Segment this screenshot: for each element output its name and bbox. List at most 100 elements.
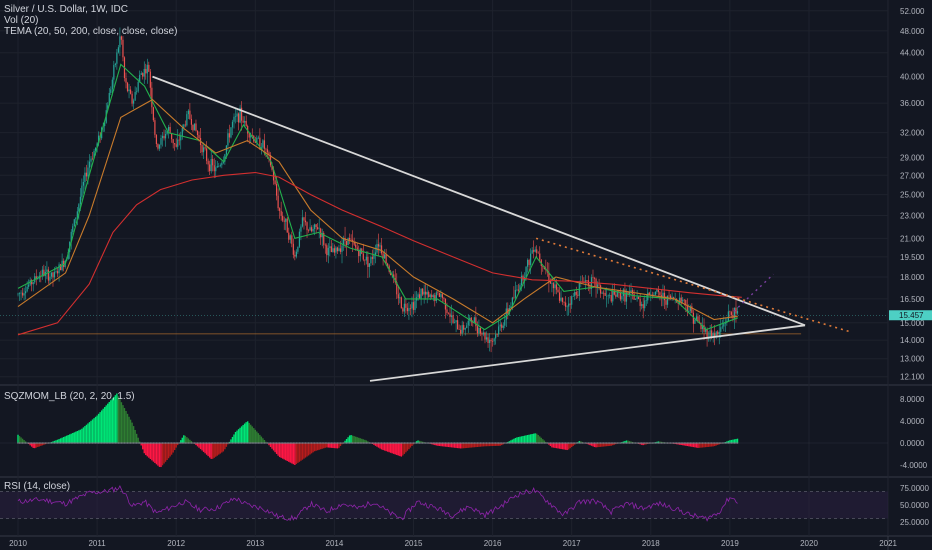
sqz-bar (449, 443, 451, 448)
sqz-bar (351, 435, 354, 443)
candle-body (680, 297, 682, 302)
descending-trendline[interactable] (152, 75, 806, 327)
sqz-bar (571, 443, 573, 448)
sqz-bar (519, 436, 521, 443)
sqz-dot (87, 442, 89, 444)
sqz-dot (99, 442, 101, 444)
sqz-bar (69, 434, 71, 443)
rsi-pane[interactable] (0, 484, 888, 522)
sqz-dot (350, 442, 352, 444)
sqz-dot (216, 442, 219, 444)
sqz-dot (144, 442, 147, 444)
sqz-bar (29, 443, 31, 446)
sqz-bar (43, 443, 45, 445)
symbol-title[interactable]: Silver / U.S. Dollar, 1W, IDC (4, 4, 128, 15)
sqz-dot (379, 442, 381, 444)
sqz-dot (423, 442, 425, 444)
sqz-dot (405, 442, 407, 444)
sqz-dot (618, 442, 620, 444)
sqz-dot (456, 442, 459, 444)
sqz-label[interactable]: SQZMOM_LB (20, 2, 20, 1.5) (4, 391, 135, 402)
sqz-dot (186, 442, 188, 444)
candle-body (542, 265, 544, 267)
candle-body (285, 218, 287, 222)
price-axis[interactable]: 52.000 48.000 44.000 40.000 36.000 32.000 29.0… (889, 7, 932, 527)
sqz-bar (494, 443, 497, 446)
candle-body (87, 167, 89, 177)
candle-body (178, 139, 180, 141)
candle-body (119, 36, 121, 48)
sqz-dot (546, 442, 549, 444)
candle-body (234, 116, 237, 118)
candle-body (438, 292, 440, 297)
sqz-dot (640, 442, 643, 444)
sqz-bar (481, 443, 483, 447)
volume-label[interactable]: Vol (20) (4, 15, 39, 26)
candle-body (496, 334, 498, 336)
squeeze-momentum-pane[interactable] (0, 393, 888, 468)
sqz-dot (391, 442, 394, 444)
sqz-bar (703, 443, 705, 448)
sqz-dot (716, 442, 719, 444)
tema-line-200[interactable] (17, 171, 742, 336)
time-axis[interactable]: 2010 2011 2012 2013 2014 2015 2016 2017 2018 2019… (9, 539, 897, 548)
sqz-dot (586, 442, 588, 444)
candle-body (460, 329, 462, 334)
sqz-bar (484, 443, 486, 447)
sqz-bar (183, 435, 185, 443)
sqz-dot (274, 442, 276, 444)
dotted-trendline[interactable] (535, 237, 849, 333)
tema-line-50[interactable] (17, 98, 738, 324)
sqz-bar (237, 429, 240, 443)
sqz-bar (96, 415, 98, 443)
sqz-dot (300, 442, 302, 444)
sqz-bar (540, 437, 542, 443)
sqz-dot (111, 442, 114, 444)
sqz-dot (35, 442, 38, 444)
rsi-line[interactable] (17, 484, 738, 522)
sqz-bar (271, 443, 273, 449)
sqz-dot (657, 442, 660, 444)
candle-body (374, 252, 377, 255)
sqz-dot (284, 442, 287, 444)
sqz-bar (149, 443, 152, 460)
sqz-bar (90, 420, 92, 443)
sqz-dot (67, 442, 69, 444)
candle-body (26, 286, 28, 292)
sqz-dot (677, 442, 679, 444)
sqz-dot (362, 442, 365, 444)
rsi-legend[interactable]: RSI (14, close) (4, 481, 70, 492)
sqz-dot (370, 442, 372, 444)
ascending-trendline[interactable] (369, 324, 806, 382)
sqz-dot (619, 442, 622, 444)
sqz-dot (237, 442, 240, 444)
sqz-dot (178, 442, 181, 444)
x-tick-label: 2015 (405, 539, 423, 548)
sqz-dot (435, 442, 438, 444)
tema-label[interactable]: TEMA (20, 50, 200, close, close, close) (4, 26, 178, 37)
price-pane[interactable] (0, 27, 888, 382)
sqz-dot (17, 442, 19, 444)
candle-body (461, 325, 463, 334)
candle-body (326, 245, 328, 256)
sqz-bar (219, 443, 222, 454)
sqz-bar (91, 419, 94, 443)
sqz-legend[interactable]: SQZMOM_LB (20, 2, 20, 1.5) (4, 391, 135, 402)
sqz-dot (650, 442, 652, 444)
candle-body (397, 294, 399, 299)
sqz-dot (446, 442, 448, 444)
sqz-bar (199, 443, 202, 450)
sqz-dot (58, 442, 60, 444)
sqz-dot (698, 442, 701, 444)
candle-body (18, 292, 21, 294)
candle-body (271, 165, 273, 170)
sqz-bar (350, 435, 352, 443)
candle-body (625, 292, 628, 302)
sqz-dot (339, 442, 342, 444)
tema-line-20[interactable] (17, 63, 738, 331)
rsi-label[interactable]: RSI (14, close) (4, 481, 71, 492)
candle-body (181, 127, 183, 136)
candle-body (580, 281, 582, 284)
